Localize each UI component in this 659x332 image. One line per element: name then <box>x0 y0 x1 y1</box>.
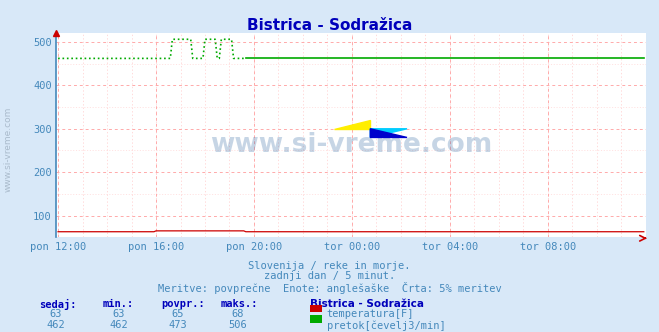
Polygon shape <box>333 120 370 129</box>
Text: Bistrica - Sodražica: Bistrica - Sodražica <box>310 299 424 309</box>
Polygon shape <box>370 129 407 137</box>
Text: zadnji dan / 5 minut.: zadnji dan / 5 minut. <box>264 271 395 281</box>
Polygon shape <box>370 129 407 137</box>
Text: pretok[čevelj3/min]: pretok[čevelj3/min] <box>327 320 445 331</box>
Text: 63: 63 <box>113 309 125 319</box>
Text: 462: 462 <box>109 320 128 330</box>
Text: 506: 506 <box>228 320 246 330</box>
Text: Meritve: povprečne  Enote: anglešaške  Črta: 5% meritev: Meritve: povprečne Enote: anglešaške Črt… <box>158 282 501 294</box>
Text: min.:: min.: <box>102 299 133 309</box>
Text: sedaj:: sedaj: <box>40 299 77 310</box>
Text: 462: 462 <box>47 320 65 330</box>
Text: www.si-vreme.com: www.si-vreme.com <box>210 132 492 158</box>
Text: 65: 65 <box>172 309 184 319</box>
Text: Slovenija / reke in morje.: Slovenija / reke in morje. <box>248 261 411 271</box>
Text: 68: 68 <box>231 309 243 319</box>
Text: maks.:: maks.: <box>221 299 258 309</box>
Text: 63: 63 <box>50 309 62 319</box>
Text: www.si-vreme.com: www.si-vreme.com <box>3 107 13 192</box>
Text: temperatura[F]: temperatura[F] <box>327 309 415 319</box>
Text: povpr.:: povpr.: <box>161 299 205 309</box>
Text: 473: 473 <box>169 320 187 330</box>
Text: Bistrica - Sodražica: Bistrica - Sodražica <box>247 18 412 33</box>
